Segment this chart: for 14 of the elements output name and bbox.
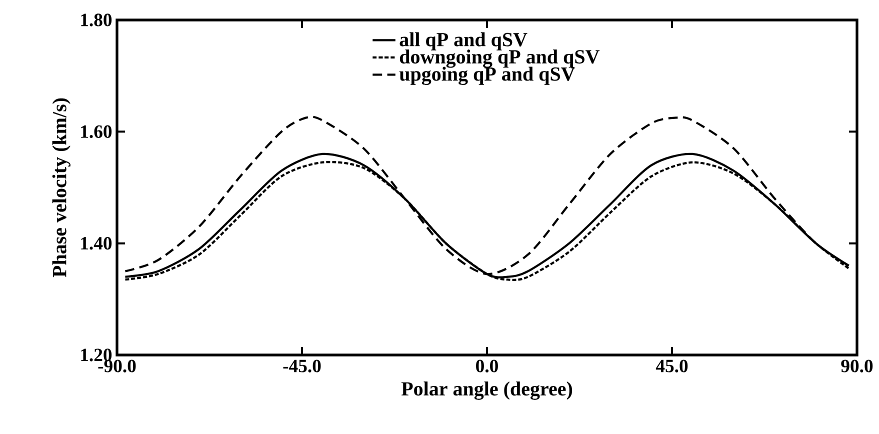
x-tick-label: -90.0 bbox=[98, 360, 136, 372]
x-tick-label: 0.0 bbox=[476, 360, 498, 372]
y-axis-title: Phase velocity (km/s) bbox=[52, 98, 70, 278]
x-axis-title: Polar angle (degree) bbox=[401, 382, 572, 400]
y-tick-label: 1.40 bbox=[81, 236, 112, 250]
y-tick-label: 1.20 bbox=[81, 348, 112, 362]
x-tick-label: 45.0 bbox=[656, 360, 688, 372]
x-tick-label: -45.0 bbox=[283, 360, 321, 372]
legend-label: upgoing qP and qSV bbox=[399, 66, 576, 85]
y-tick-label: 1.80 bbox=[81, 14, 112, 26]
x-tick-label: 90.0 bbox=[841, 360, 873, 372]
y-tick-label: 1.60 bbox=[81, 125, 112, 138]
legend-label: downgoing qP and qSV bbox=[400, 50, 600, 68]
legend-label: all qP and qSV bbox=[400, 32, 528, 50]
